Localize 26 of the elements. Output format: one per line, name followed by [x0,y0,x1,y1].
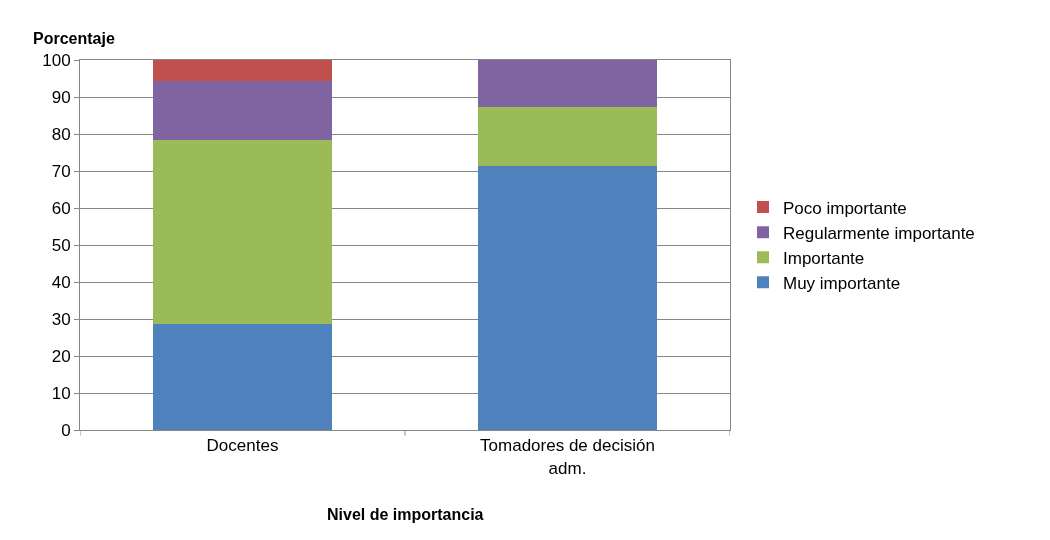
y-tick-label: 30 [51,309,71,329]
y-tick-label: 0 [61,420,71,440]
y-tick-label: 10 [51,383,71,403]
bar [478,60,657,107]
x-tick-label: Docentes [206,436,279,456]
legend-label: Poco importante [783,198,907,218]
y-tick-label: 20 [51,346,71,366]
legend-label: Muy importante [783,273,901,293]
y-tick-label: 70 [51,161,71,181]
bar [153,324,332,430]
y-tick-label: 50 [51,235,71,255]
bar [153,80,332,140]
y-tick-label: 80 [51,124,71,144]
bar [153,60,332,81]
y-tick-label: 100 [42,50,71,70]
x-axis-title: Nivel de importancia [327,506,484,523]
x-tick-label: Tomadores de decisión adm. [480,436,655,478]
legend-label: Importante [783,248,865,268]
bar [478,106,657,166]
y-tick-label: 90 [51,87,71,107]
legend-label: Regularmente importante [783,223,975,243]
y-tick-label: 60 [51,198,71,218]
y-tick-label: 40 [51,272,71,292]
bar [478,165,657,430]
bar [153,139,332,325]
y-axis-title: Porcentaje [33,30,115,47]
